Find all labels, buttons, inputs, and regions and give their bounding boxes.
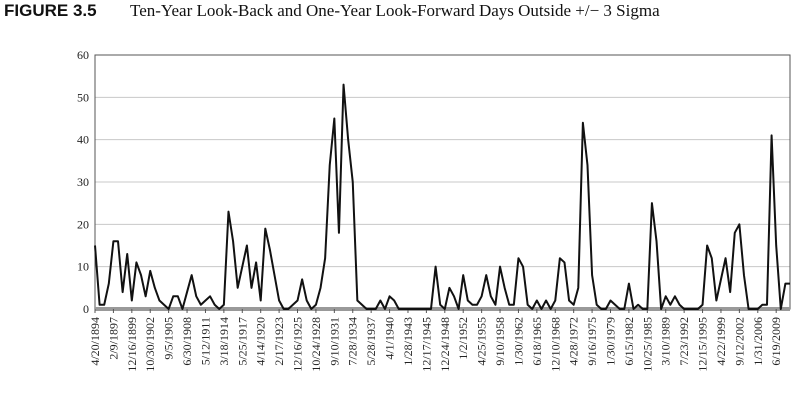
- x-tick-label: 2/9/1897: [106, 317, 120, 360]
- x-tick-label: 4/1/1940: [383, 317, 397, 360]
- y-tick-label: 30: [77, 175, 89, 189]
- figure-label: FIGURE 3.5: [4, 1, 97, 20]
- x-tick-label: 4/25/1955: [475, 317, 489, 366]
- x-tick-label: 12/16/1899: [125, 317, 139, 372]
- x-tick-label: 10/30/1902: [143, 317, 157, 372]
- y-tick-label: 60: [77, 48, 89, 62]
- x-tick-label: 10/25/1985: [640, 317, 654, 372]
- x-tick-label: 1/2/1952: [456, 317, 470, 360]
- x-tick-label: 3/18/1914: [217, 317, 231, 366]
- data-line: [94, 83, 790, 310]
- chart-title: Ten-Year Look-Back and One-Year Look-For…: [130, 1, 660, 20]
- x-tick-label: 7/28/1934: [346, 317, 360, 366]
- x-tick-label: 4/28/1972: [567, 317, 581, 366]
- x-tick-label: 12/10/1968: [548, 317, 562, 372]
- x-tick-label: 9/12/2002: [732, 317, 746, 366]
- x-tick-label: 1/30/1979: [603, 317, 617, 366]
- x-tick-label: 12/15/1995: [696, 317, 710, 372]
- x-tick-label: 5/28/1937: [364, 317, 378, 366]
- x-tick-label: 5/25/1917: [235, 317, 249, 366]
- x-tick-label: 12/17/1945: [419, 317, 433, 372]
- x-tick-label: 2/17/1923: [272, 317, 286, 366]
- x-tick-label: 1/30/1962: [511, 317, 525, 366]
- x-tick-label: 7/23/1992: [677, 317, 691, 366]
- x-tick-label: 6/18/1965: [530, 317, 544, 366]
- x-tick-label: 4/14/1920: [254, 317, 268, 366]
- x-tick-label: 9/16/1975: [585, 317, 599, 366]
- x-tick-label: 6/30/1908: [180, 317, 194, 366]
- x-tick-label: 9/10/1958: [493, 317, 507, 366]
- x-tick-label: 1/31/2006: [751, 317, 765, 366]
- x-tick-label: 3/10/1989: [659, 317, 673, 366]
- y-tick-label: 10: [77, 260, 89, 274]
- y-tick-label: 20: [77, 217, 89, 231]
- x-tick-label: 1/28/1943: [401, 317, 415, 366]
- x-tick-label: 12/24/1948: [438, 317, 452, 372]
- y-tick-label: 50: [77, 90, 89, 104]
- x-tick-label: 6/19/2009: [769, 317, 783, 366]
- x-tick-label: 5/12/1911: [198, 317, 212, 365]
- x-tick-label: 4/20/1894: [88, 317, 102, 366]
- x-tick-label: 9/5/1905: [162, 317, 176, 360]
- x-tick-label: 4/22/1999: [714, 317, 728, 366]
- x-tick-label: 6/15/1982: [622, 317, 636, 366]
- x-tick-label: 12/16/1925: [291, 317, 305, 372]
- x-tick-label: 9/10/1931: [327, 317, 341, 366]
- x-tick-label: 10/24/1928: [309, 317, 323, 372]
- y-tick-label: 40: [77, 133, 89, 147]
- y-tick-label: 0: [83, 302, 89, 316]
